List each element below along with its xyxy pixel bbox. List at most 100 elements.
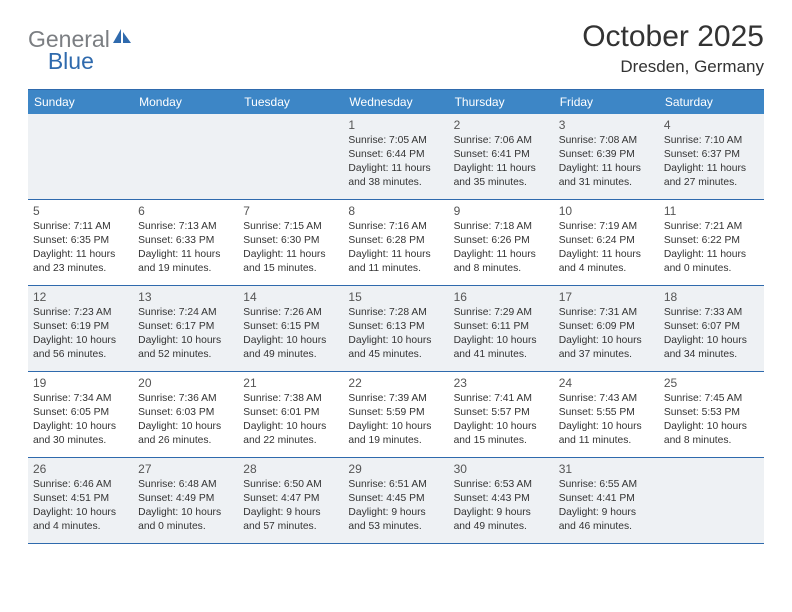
day-number: 3 xyxy=(559,118,654,132)
day-info: Sunrise: 6:53 AMSunset: 4:43 PMDaylight:… xyxy=(454,478,549,534)
sunset-text: Sunset: 6:07 PM xyxy=(664,320,759,334)
daylight-text: Daylight: 11 hours and 19 minutes. xyxy=(138,248,233,276)
day-number: 20 xyxy=(138,376,233,390)
weekday-header: Sunday xyxy=(28,90,133,114)
daylight-text: Daylight: 10 hours and 45 minutes. xyxy=(348,334,443,362)
daylight-text: Daylight: 10 hours and 41 minutes. xyxy=(454,334,549,362)
day-info: Sunrise: 6:48 AMSunset: 4:49 PMDaylight:… xyxy=(138,478,233,534)
day-info: Sunrise: 7:23 AMSunset: 6:19 PMDaylight:… xyxy=(33,306,128,362)
logo-sail-icon xyxy=(112,28,132,51)
sunrise-text: Sunrise: 6:55 AM xyxy=(559,478,654,492)
day-info: Sunrise: 7:29 AMSunset: 6:11 PMDaylight:… xyxy=(454,306,549,362)
day-number: 12 xyxy=(33,290,128,304)
daylight-text: Daylight: 10 hours and 37 minutes. xyxy=(559,334,654,362)
day-cell: 3Sunrise: 7:08 AMSunset: 6:39 PMDaylight… xyxy=(554,114,659,199)
day-number: 25 xyxy=(664,376,759,390)
sunrise-text: Sunrise: 7:19 AM xyxy=(559,220,654,234)
day-info: Sunrise: 6:46 AMSunset: 4:51 PMDaylight:… xyxy=(33,478,128,534)
day-info: Sunrise: 7:19 AMSunset: 6:24 PMDaylight:… xyxy=(559,220,654,276)
sunset-text: Sunset: 5:55 PM xyxy=(559,406,654,420)
day-number: 11 xyxy=(664,204,759,218)
sunset-text: Sunset: 6:15 PM xyxy=(243,320,338,334)
day-info: Sunrise: 7:06 AMSunset: 6:41 PMDaylight:… xyxy=(454,134,549,190)
sunrise-text: Sunrise: 6:51 AM xyxy=(348,478,443,492)
sunrise-text: Sunrise: 7:13 AM xyxy=(138,220,233,234)
sunrise-text: Sunrise: 7:33 AM xyxy=(664,306,759,320)
day-info: Sunrise: 6:50 AMSunset: 4:47 PMDaylight:… xyxy=(243,478,338,534)
day-info: Sunrise: 7:39 AMSunset: 5:59 PMDaylight:… xyxy=(348,392,443,448)
day-number: 17 xyxy=(559,290,654,304)
day-info: Sunrise: 7:34 AMSunset: 6:05 PMDaylight:… xyxy=(33,392,128,448)
day-info: Sunrise: 7:38 AMSunset: 6:01 PMDaylight:… xyxy=(243,392,338,448)
day-cell xyxy=(28,114,133,199)
logo: General Blue xyxy=(28,20,94,75)
sunset-text: Sunset: 6:01 PM xyxy=(243,406,338,420)
sunset-text: Sunset: 4:41 PM xyxy=(559,492,654,506)
sunrise-text: Sunrise: 7:15 AM xyxy=(243,220,338,234)
daylight-text: Daylight: 10 hours and 19 minutes. xyxy=(348,420,443,448)
day-number: 15 xyxy=(348,290,443,304)
day-cell: 11 Sunrise: 7:21 AMSunset: 6:22 PMDayligh… xyxy=(659,200,764,285)
week-row: 12 Sunrise: 7:23 AMSunset: 6:19 PMDayligh… xyxy=(28,286,764,372)
day-info: Sunrise: 7:13 AMSunset: 6:33 PMDaylight:… xyxy=(138,220,233,276)
sunrise-text: Sunrise: 7:28 AM xyxy=(348,306,443,320)
sunrise-text: Sunrise: 7:43 AM xyxy=(559,392,654,406)
sunrise-text: Sunrise: 6:46 AM xyxy=(33,478,128,492)
day-cell: 2Sunrise: 7:06 AMSunset: 6:41 PMDaylight… xyxy=(449,114,554,199)
day-info: Sunrise: 7:26 AMSunset: 6:15 PMDaylight:… xyxy=(243,306,338,362)
sunset-text: Sunset: 4:47 PM xyxy=(243,492,338,506)
sunrise-text: Sunrise: 7:23 AM xyxy=(33,306,128,320)
day-cell: 15 Sunrise: 7:28 AMSunset: 6:13 PMDayligh… xyxy=(343,286,448,371)
day-cell: 1Sunrise: 7:05 AMSunset: 6:44 PMDaylight… xyxy=(343,114,448,199)
day-number: 9 xyxy=(454,204,549,218)
daylight-text: Daylight: 9 hours and 53 minutes. xyxy=(348,506,443,534)
sunset-text: Sunset: 6:17 PM xyxy=(138,320,233,334)
day-number: 8 xyxy=(348,204,443,218)
day-cell xyxy=(238,114,343,199)
day-info: Sunrise: 7:21 AMSunset: 6:22 PMDaylight:… xyxy=(664,220,759,276)
day-cell: 9 Sunrise: 7:18 AMSunset: 6:26 PMDaylight… xyxy=(449,200,554,285)
sunset-text: Sunset: 6:13 PM xyxy=(348,320,443,334)
sunrise-text: Sunrise: 7:11 AM xyxy=(33,220,128,234)
sunrise-text: Sunrise: 7:36 AM xyxy=(138,392,233,406)
sunset-text: Sunset: 5:57 PM xyxy=(454,406,549,420)
day-info: Sunrise: 7:45 AMSunset: 5:53 PMDaylight:… xyxy=(664,392,759,448)
day-number: 16 xyxy=(454,290,549,304)
sunrise-text: Sunrise: 7:26 AM xyxy=(243,306,338,320)
daylight-text: Daylight: 10 hours and 8 minutes. xyxy=(664,420,759,448)
weekday-header: Saturday xyxy=(659,90,764,114)
day-number: 10 xyxy=(559,204,654,218)
day-cell: 10 Sunrise: 7:19 AMSunset: 6:24 PMDayligh… xyxy=(554,200,659,285)
sunset-text: Sunset: 6:03 PM xyxy=(138,406,233,420)
day-number: 29 xyxy=(348,462,443,476)
daylight-text: Daylight: 11 hours and 35 minutes. xyxy=(454,162,549,190)
day-number: 30 xyxy=(454,462,549,476)
daylight-text: Daylight: 11 hours and 38 minutes. xyxy=(348,162,443,190)
day-number: 24 xyxy=(559,376,654,390)
week-row: 26Sunrise: 6:46 AMSunset: 4:51 PMDayligh… xyxy=(28,458,764,544)
daylight-text: Daylight: 11 hours and 31 minutes. xyxy=(559,162,654,190)
sunset-text: Sunset: 6:09 PM xyxy=(559,320,654,334)
day-cell: 23Sunrise: 7:41 AMSunset: 5:57 PMDayligh… xyxy=(449,372,554,457)
day-cell: 5Sunrise: 7:11 AMSunset: 6:35 PMDaylight… xyxy=(28,200,133,285)
sunrise-text: Sunrise: 7:06 AM xyxy=(454,134,549,148)
daylight-text: Daylight: 10 hours and 56 minutes. xyxy=(33,334,128,362)
sunrise-text: Sunrise: 7:29 AM xyxy=(454,306,549,320)
sunset-text: Sunset: 6:24 PM xyxy=(559,234,654,248)
day-number: 27 xyxy=(138,462,233,476)
daylight-text: Daylight: 10 hours and 52 minutes. xyxy=(138,334,233,362)
daylight-text: Daylight: 11 hours and 27 minutes. xyxy=(664,162,759,190)
page-subtitle: Dresden, Germany xyxy=(582,57,764,77)
day-cell: 8Sunrise: 7:16 AMSunset: 6:28 PMDaylight… xyxy=(343,200,448,285)
sunset-text: Sunset: 4:43 PM xyxy=(454,492,549,506)
calendar-grid: Sunday Monday Tuesday Wednesday Thursday… xyxy=(28,89,764,544)
day-cell: 29Sunrise: 6:51 AMSunset: 4:45 PMDayligh… xyxy=(343,458,448,543)
day-info: Sunrise: 7:36 AMSunset: 6:03 PMDaylight:… xyxy=(138,392,233,448)
day-info: Sunrise: 7:18 AMSunset: 6:26 PMDaylight:… xyxy=(454,220,549,276)
sunrise-text: Sunrise: 7:08 AM xyxy=(559,134,654,148)
week-row: 5Sunrise: 7:11 AMSunset: 6:35 PMDaylight… xyxy=(28,200,764,286)
day-number: 5 xyxy=(33,204,128,218)
day-number: 7 xyxy=(243,204,338,218)
logo-text-blue: Blue xyxy=(48,48,94,75)
sunrise-text: Sunrise: 6:53 AM xyxy=(454,478,549,492)
